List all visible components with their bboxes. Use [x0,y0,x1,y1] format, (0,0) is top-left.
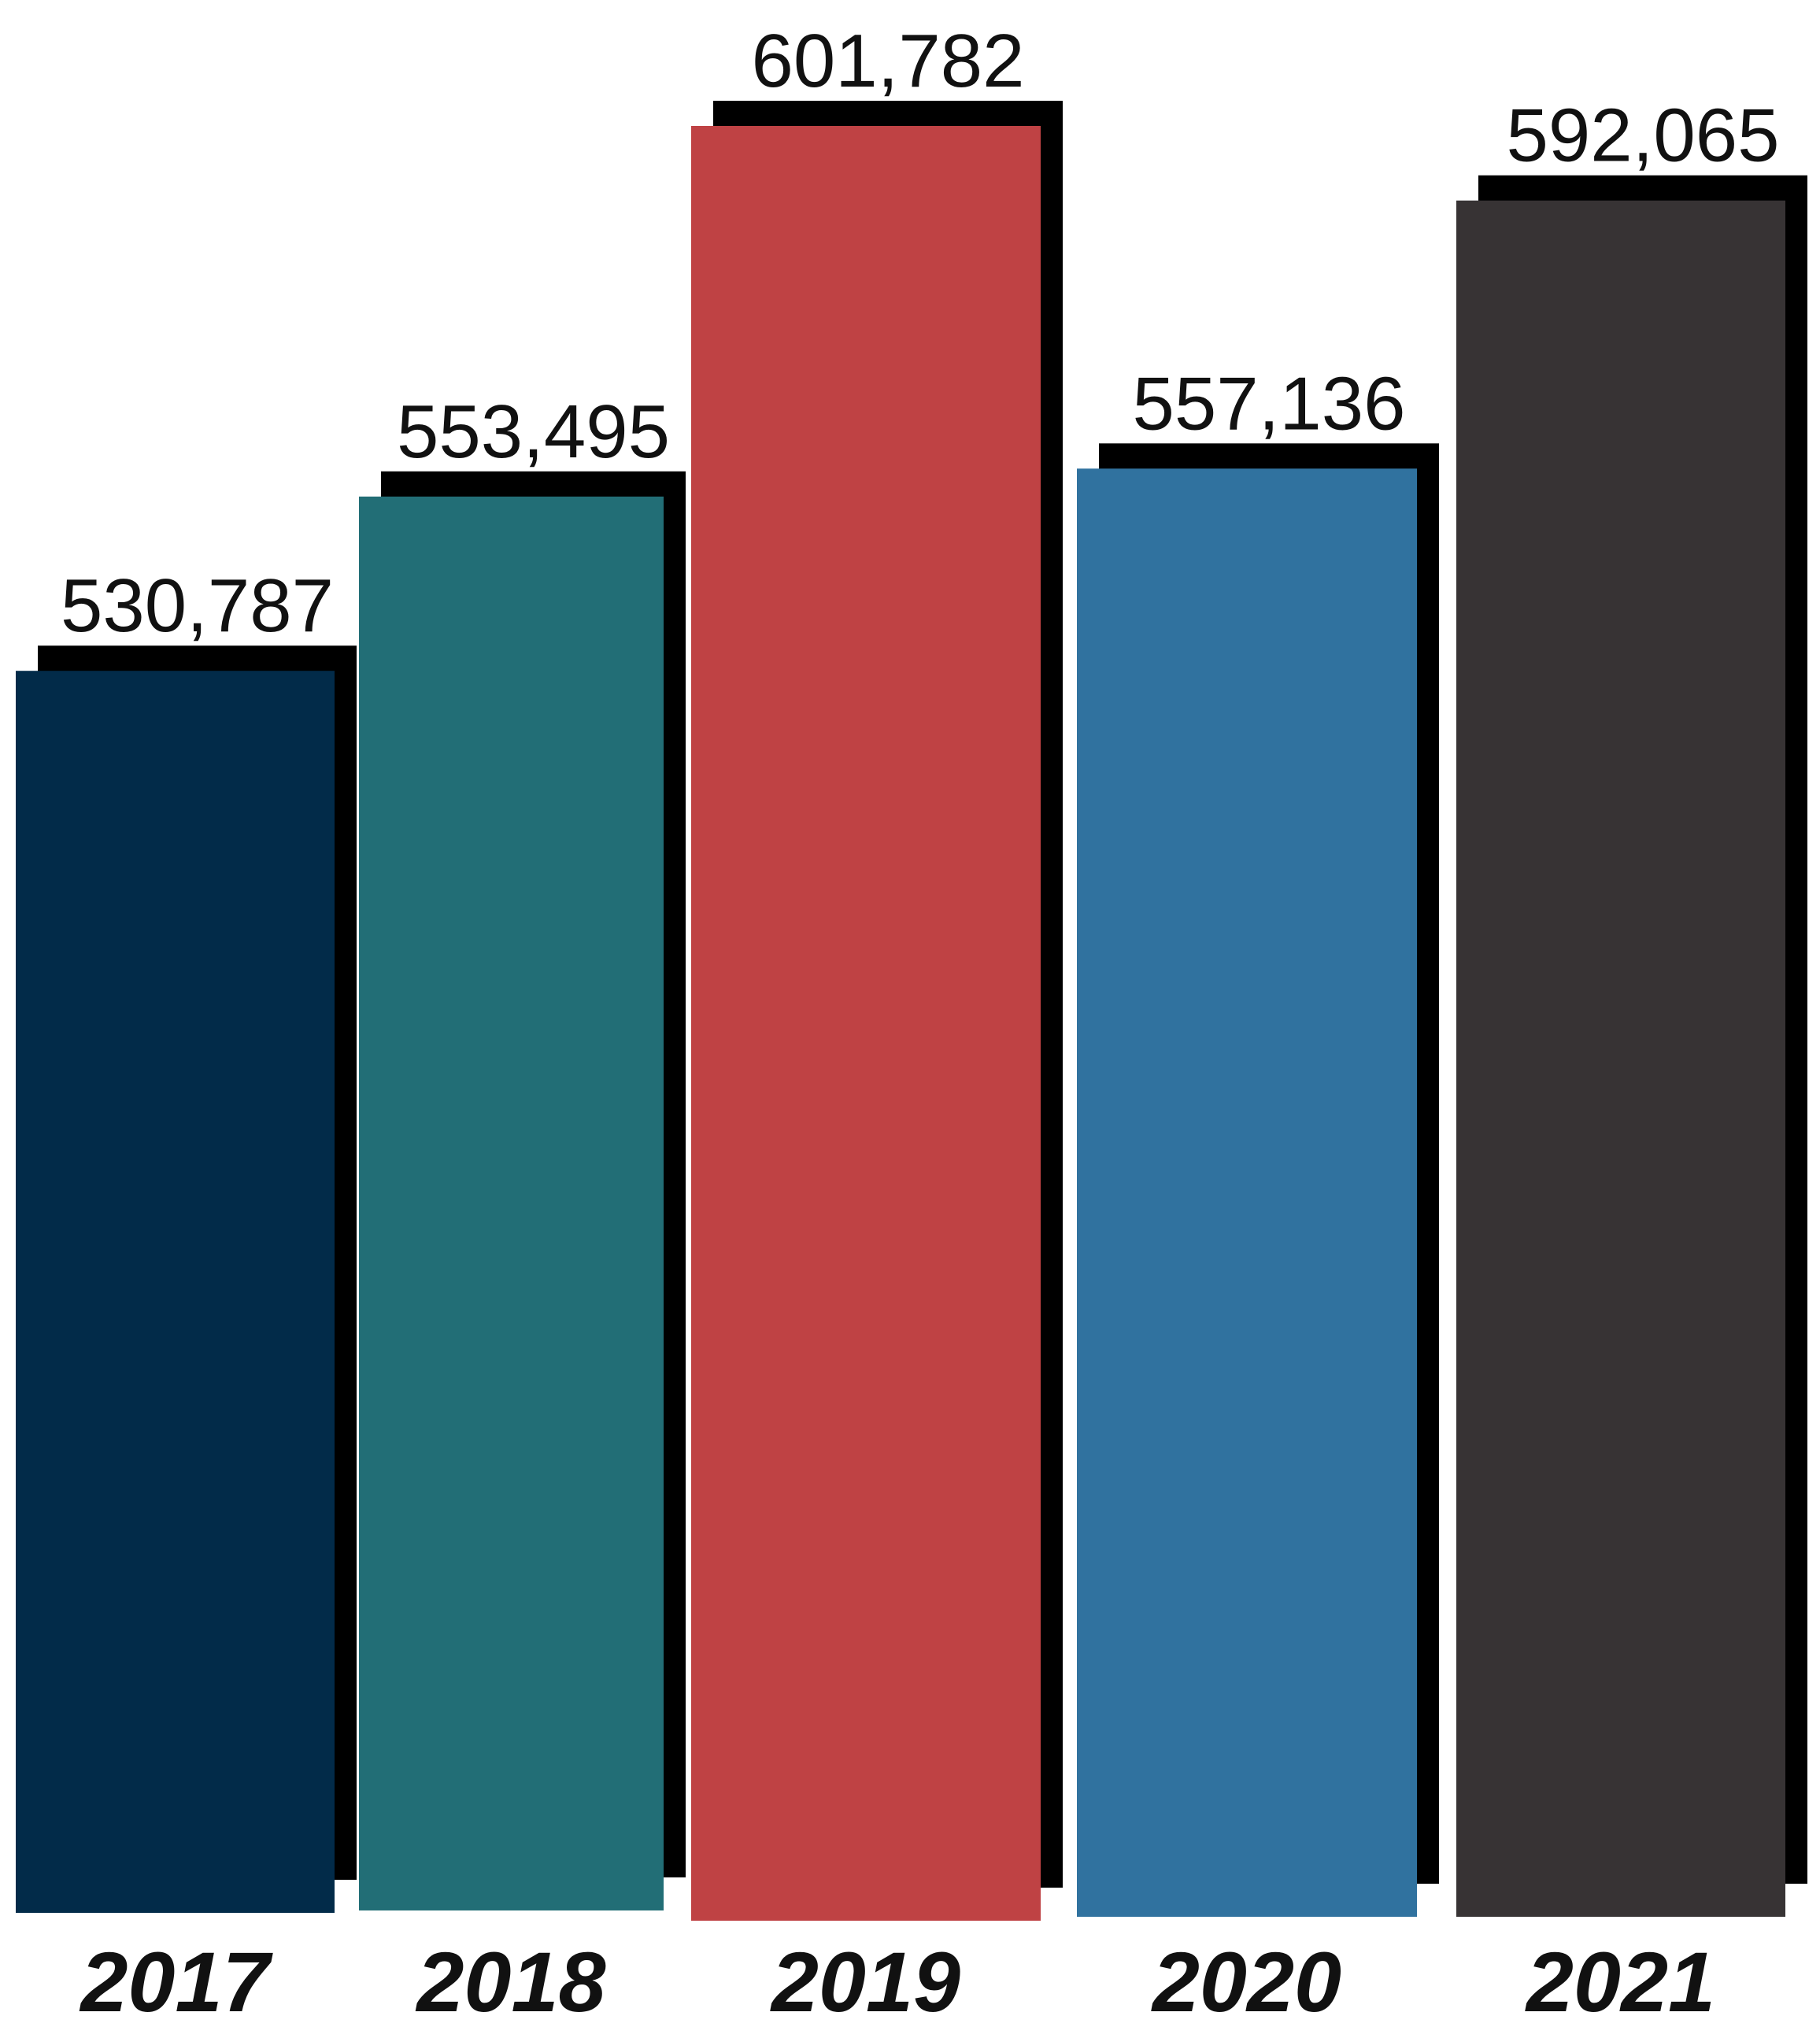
x-tick-label-2017: 2017 [79,1934,273,2029]
x-tick-label-2019: 2019 [770,1934,960,2029]
bar-2017 [16,671,335,1914]
bar-2018 [359,496,664,1910]
bar-2020 [1077,468,1417,1917]
data-label-2019: 601,782 [751,19,1024,103]
data-label-2021: 592,065 [1506,94,1779,178]
data-label-2017: 530,787 [61,564,334,648]
data-label-2020: 557,136 [1132,361,1405,446]
x-tick-label-2020: 2020 [1151,1934,1341,2029]
bar-2019 [691,126,1041,1921]
x-tick-label-2018: 2018 [415,1934,605,2029]
bars-layer: 530,787 2017 553,495 2018 601,782 2019 557,136… [16,19,1807,2029]
data-label-2018: 553,495 [397,390,670,474]
bar-2021 [1456,200,1785,1918]
x-tick-label-2021: 2021 [1525,1934,1715,2029]
